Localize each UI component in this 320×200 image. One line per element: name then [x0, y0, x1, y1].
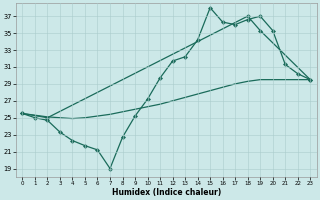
X-axis label: Humidex (Indice chaleur): Humidex (Indice chaleur) — [112, 188, 221, 197]
